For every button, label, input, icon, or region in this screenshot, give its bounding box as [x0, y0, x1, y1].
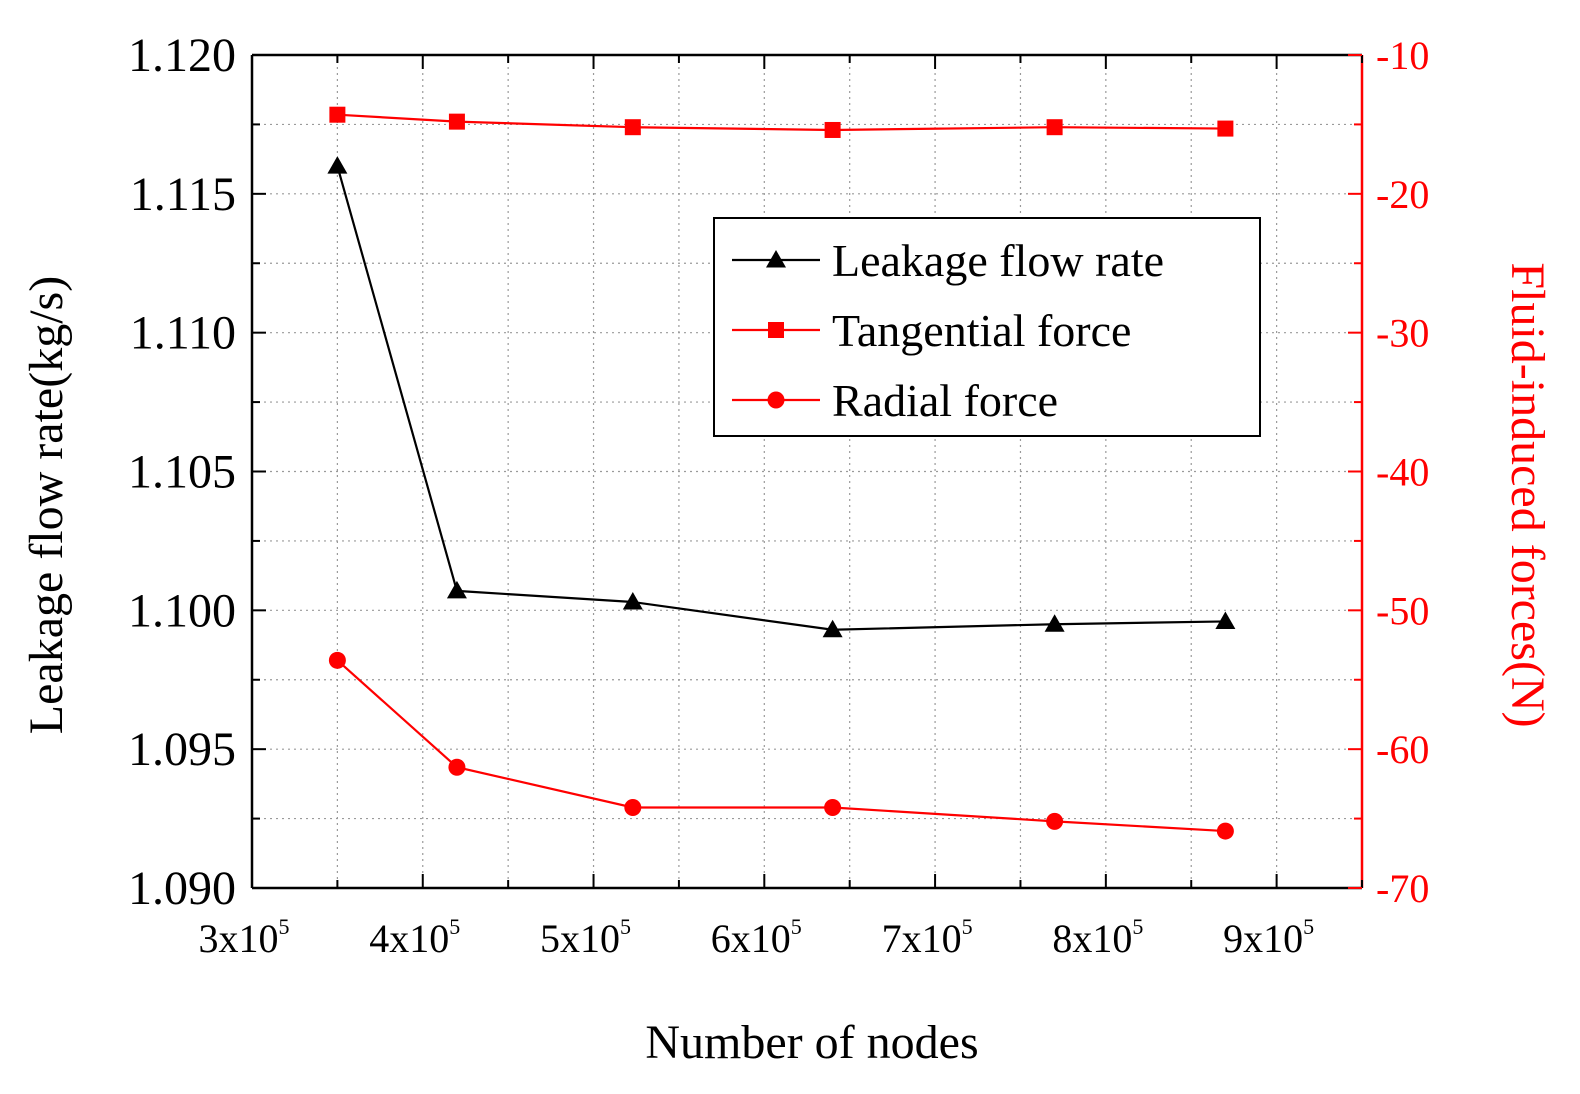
leakage-flow-rate-point	[1044, 614, 1065, 632]
x-tick-exponent: 5	[1132, 914, 1143, 939]
tangential-force-point	[824, 121, 841, 138]
radial-force-point	[448, 758, 466, 776]
radial-force-point	[624, 798, 642, 816]
left-y-tick-label: 1.120	[128, 29, 236, 82]
right-y-tick-label: -10	[1376, 33, 1429, 78]
legend-label-leakage-flow-rate: Leakage flow rate	[832, 235, 1164, 286]
x-tick-exponent: 5	[279, 914, 290, 939]
right-y-tick-label: -60	[1376, 727, 1429, 772]
x-tick-label: 3x105	[199, 914, 290, 961]
tangential-force-point	[624, 119, 641, 136]
x-tick-mantissa: 8x10	[1052, 916, 1132, 961]
legend-marker-tangential-force	[768, 322, 784, 338]
legend-marker-leakage-flow-rate	[766, 250, 786, 268]
axes: 3x105 4x105 5x105 6x105 7x105 8x105 9x1051.090…	[128, 29, 1429, 961]
legend-marker-radial-force	[767, 391, 785, 409]
x-tick-mantissa: 7x10	[882, 916, 962, 961]
tangential-force-point	[1046, 119, 1063, 136]
x-tick-mantissa: 9x10	[1223, 916, 1303, 961]
x-axis-title: Number of nodes	[645, 1016, 978, 1069]
x-tick-exponent: 5	[1303, 914, 1314, 939]
leakage-flow-rate-point	[622, 592, 643, 610]
right-y-tick-label: -70	[1376, 866, 1429, 911]
radial-force-point	[1046, 812, 1064, 830]
left-y-axis-title: Leakage flow rate(kg/s)	[20, 276, 73, 734]
x-tick-exponent: 5	[449, 914, 460, 939]
x-tick-label: 7x105	[882, 914, 973, 961]
x-tick-exponent: 5	[791, 914, 802, 939]
leakage-flow-rate-line	[336, 165, 1226, 631]
leakage-flow-rate-point	[327, 156, 348, 174]
tangential-force-point	[329, 106, 346, 123]
x-tick-label: 6x105	[711, 914, 802, 961]
left-y-tick-label: 1.115	[130, 168, 236, 221]
x-tick-label: 8x105	[1052, 914, 1143, 961]
x-tick-label: 9x105	[1223, 914, 1314, 961]
left-y-tick-label: 1.100	[128, 584, 236, 637]
x-tick-mantissa: 5x10	[540, 916, 620, 961]
right-y-tick-label: -30	[1376, 311, 1429, 356]
leakage-flow-rate-point	[822, 619, 843, 638]
left-y-tick-label: 1.095	[128, 723, 236, 776]
legend: Leakage flow rate Tangential force Radial …	[713, 217, 1261, 437]
x-tick-label: 5x105	[540, 914, 631, 961]
radial-force-point	[328, 651, 346, 669]
tangential-force-point	[1217, 120, 1234, 137]
tangential-force-line	[337, 113, 1226, 132]
radial-force-point	[1216, 822, 1234, 840]
right-y-tick-label: -50	[1376, 588, 1429, 633]
grid-lines	[252, 55, 1362, 888]
data-series	[327, 106, 1236, 840]
right-y-tick-label: -40	[1376, 450, 1429, 495]
x-tick-label: 4x105	[369, 914, 460, 961]
x-tick-mantissa: 6x10	[711, 916, 791, 961]
leakage-flow-rate-point	[446, 580, 467, 599]
legend-label-tangential-force: Tangential force	[832, 305, 1131, 356]
x-tick-mantissa: 3x10	[199, 916, 279, 961]
left-y-tick-label: 1.105	[128, 446, 236, 499]
legend-label-radial-force: Radial force	[832, 375, 1058, 426]
left-y-tick-label: 1.110	[130, 307, 236, 360]
x-tick-exponent: 5	[962, 914, 973, 939]
right-y-axis-title: Fluid-induced forces(N)	[1501, 262, 1554, 727]
leakage-flow-rate-point	[1215, 611, 1236, 629]
left-y-tick-label: 1.090	[128, 862, 236, 915]
radial-force-point	[824, 798, 842, 816]
radial-force-line	[336, 659, 1226, 833]
x-tick-exponent: 5	[620, 914, 631, 939]
x-tick-mantissa: 4x10	[369, 916, 449, 961]
right-y-tick-label: -20	[1376, 172, 1429, 217]
tangential-force-point	[448, 113, 465, 130]
